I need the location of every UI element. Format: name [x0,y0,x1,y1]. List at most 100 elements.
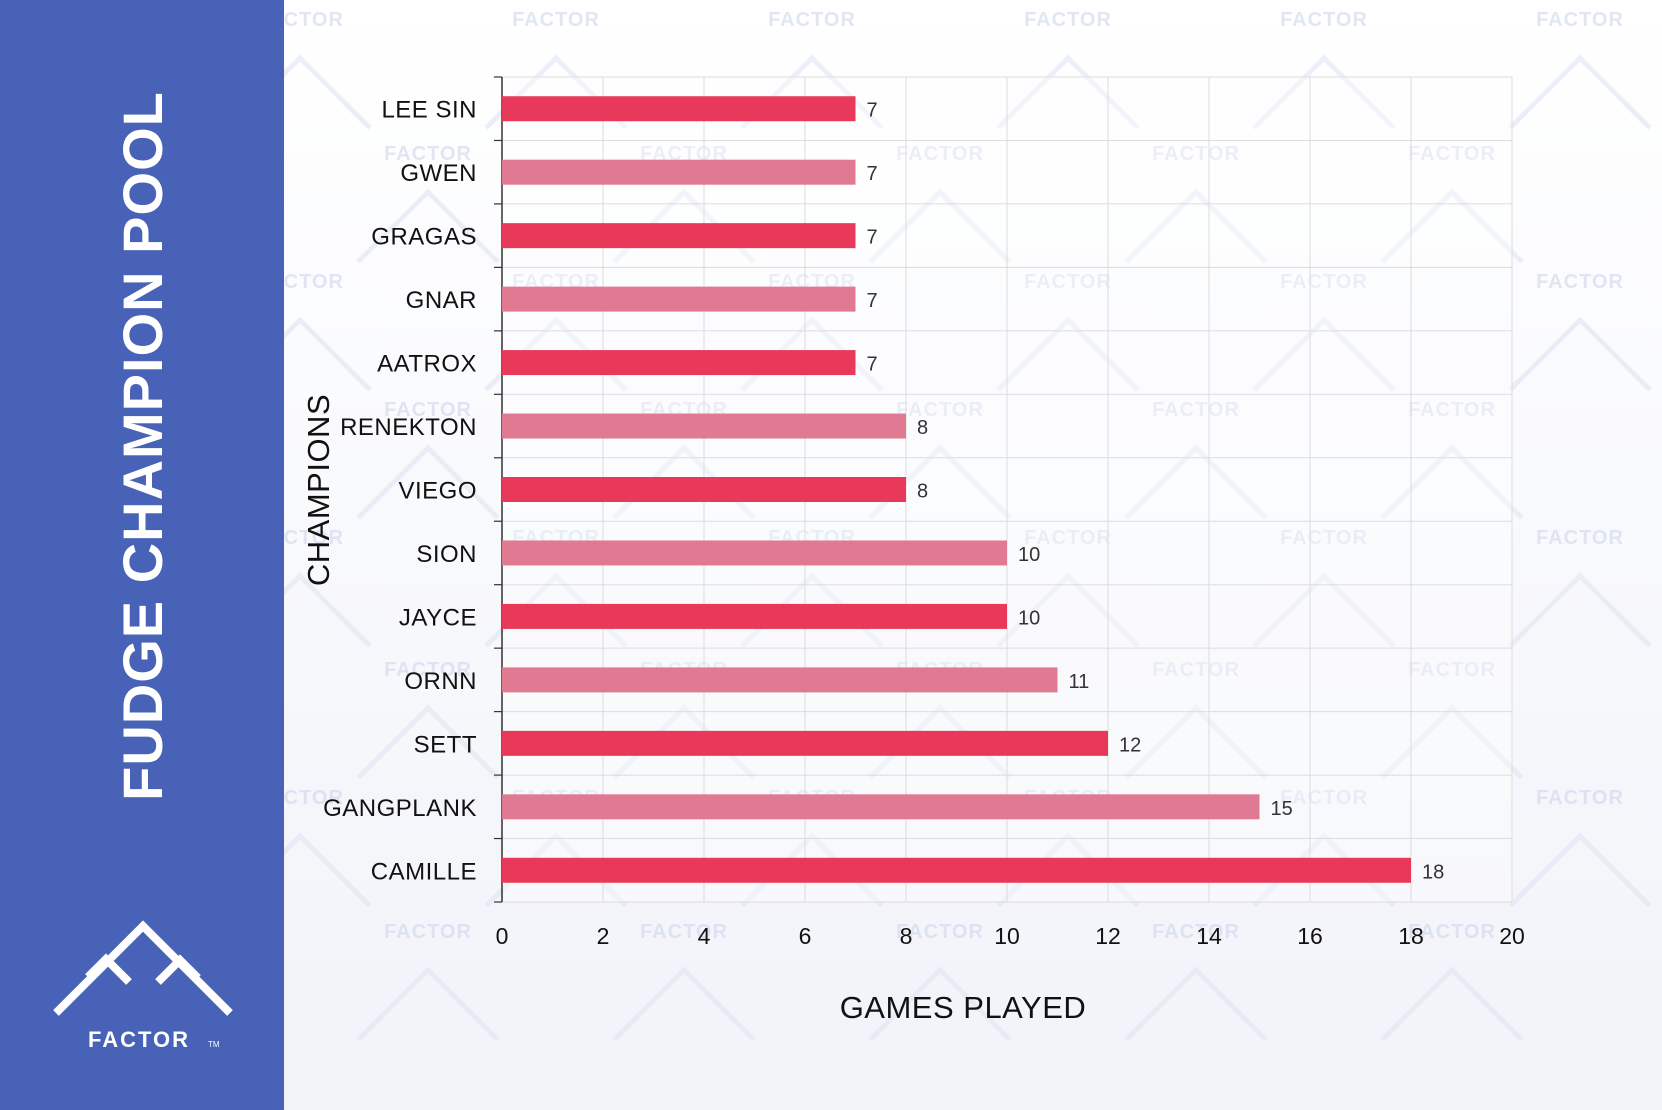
data-label: 8 [917,417,928,439]
watermark-chevron-icon [356,966,500,1042]
logo-outer-chevron-icon [53,920,233,1016]
data-label: 15 [1271,798,1293,820]
bar [502,223,856,249]
category-label: GRAGAS [371,224,477,251]
category-label: SETT [414,731,477,758]
watermark-chevron-icon [1124,704,1268,780]
chart-bars [502,96,1411,883]
watermark-text: FACTOR [1024,271,1112,293]
page-title: FUDGE CHAMPION POOL [111,91,174,801]
logo-trademark: TM [208,1040,220,1049]
x-tick-label: 8 [900,923,913,949]
bar [502,477,906,502]
data-label: 7 [867,100,878,122]
bar [502,540,1007,566]
category-label: LEE SIN [381,97,477,124]
bar [502,350,856,376]
watermark-chevron-icon [356,704,500,780]
data-label: 10 [1018,544,1040,566]
watermark-text: FACTOR [1408,399,1496,421]
category-label: GANGPLANK [323,795,477,822]
x-axis-title: GAMES PLAYED [840,990,1087,1025]
watermark-text: FACTOR [640,921,728,943]
watermark-chevron-icon [996,316,1140,392]
watermark-text: FACTOR [1536,787,1624,809]
watermark-text: FACTOR [1408,659,1496,681]
watermark-chevron-icon [356,444,500,520]
watermark-chevron-icon [1124,444,1268,520]
watermark-text: FACTOR [896,399,984,421]
category-label: VIEGO [398,478,477,505]
data-label: 18 [1422,861,1444,883]
watermark-text: FACTOR [1408,143,1496,165]
data-label: 11 [1069,671,1090,693]
watermark-chevron-icon [1508,572,1652,648]
x-tick-label: 12 [1095,923,1121,949]
watermark-text: FACTOR [1280,527,1368,549]
watermark-chevron-icon [356,188,500,264]
data-labels: 7 7 7 7 7 8 8 10 10 11 12 15 18 [867,100,1445,884]
category-label: GNAR [406,287,477,314]
watermark-text: FACTOR [1024,9,1112,31]
watermark-chevron-icon [1380,188,1524,264]
category-label: RENEKTON [340,414,477,441]
watermark-text: FACTOR [1152,659,1240,681]
watermark-chevron-icon [1252,54,1396,130]
sidebar-panel: FUDGE CHAMPION POOL FACTOR TM [0,0,284,1110]
watermark-text: FACTOR [1280,271,1368,293]
watermark-text: FACTOR [1024,527,1112,549]
category-label: JAYCE [399,604,477,631]
watermark-chevron-icon [996,572,1140,648]
watermark-text: FACTOR [896,143,984,165]
watermark-chevron-icon [1380,704,1524,780]
watermark-chevron-icon [612,966,756,1042]
watermark-chevron-icon [1252,316,1396,392]
watermark-chevron-icon [1508,316,1652,392]
watermark-text: FACTOR [1536,527,1624,549]
x-tick-label: 20 [1499,923,1525,949]
watermark-text: FACTOR [384,399,472,421]
watermark-text: FACTOR [1536,9,1624,31]
data-label: 8 [917,481,928,503]
category-label: CAMILLE [371,858,477,885]
x-tick-label: 2 [597,923,610,949]
watermark-text: FACTOR [384,921,472,943]
x-tick-label: 10 [994,923,1020,949]
x-tick-label: 6 [799,923,812,949]
watermark-text: FACTOR [896,921,984,943]
watermark-text: FACTOR [1280,9,1368,31]
bar [502,794,1260,820]
watermark-chevron-icon [1380,444,1524,520]
x-tick-label: 18 [1398,923,1424,949]
data-label: 7 [867,227,878,249]
y-axis-title: CHAMPIONS [301,394,336,586]
category-label: SION [416,541,477,568]
x-axis-ticks: 0 2 4 6 8 10 12 14 16 18 20 [496,923,1525,949]
category-label: AATROX [377,351,477,378]
watermark-chevron-icon [1124,188,1268,264]
watermark-text: FACTOR [1152,399,1240,421]
logo-left-chevron-icon [85,953,132,985]
watermark-text: FACTOR [384,143,472,165]
watermark-text: FACTOR [1408,921,1496,943]
watermark-chevron-icon [1508,54,1652,130]
data-label: 7 [867,290,878,312]
watermark-chevron-icon [1508,832,1652,908]
logo-wordmark: FACTOR [88,1027,190,1052]
watermark-chevron-icon [868,966,1012,1042]
watermark-chevron-icon [996,54,1140,130]
watermark-text: FACTOR [640,143,728,165]
bar [502,286,856,312]
bar [502,857,1411,883]
watermark-text: FACTOR [1152,921,1240,943]
bar [502,730,1108,756]
category-labels: LEE SIN GWEN GRAGAS GNAR AATROX RENEKTON VIEGO… [323,97,477,886]
watermark-text: FACTOR [384,659,472,681]
bar [502,413,906,439]
watermark-chevron-icon [1380,966,1524,1042]
logo-right-chevron-icon [155,954,201,985]
watermark-text: FACTOR [1152,143,1240,165]
bar [502,667,1058,693]
watermark-text: FACTOR [1536,271,1624,293]
